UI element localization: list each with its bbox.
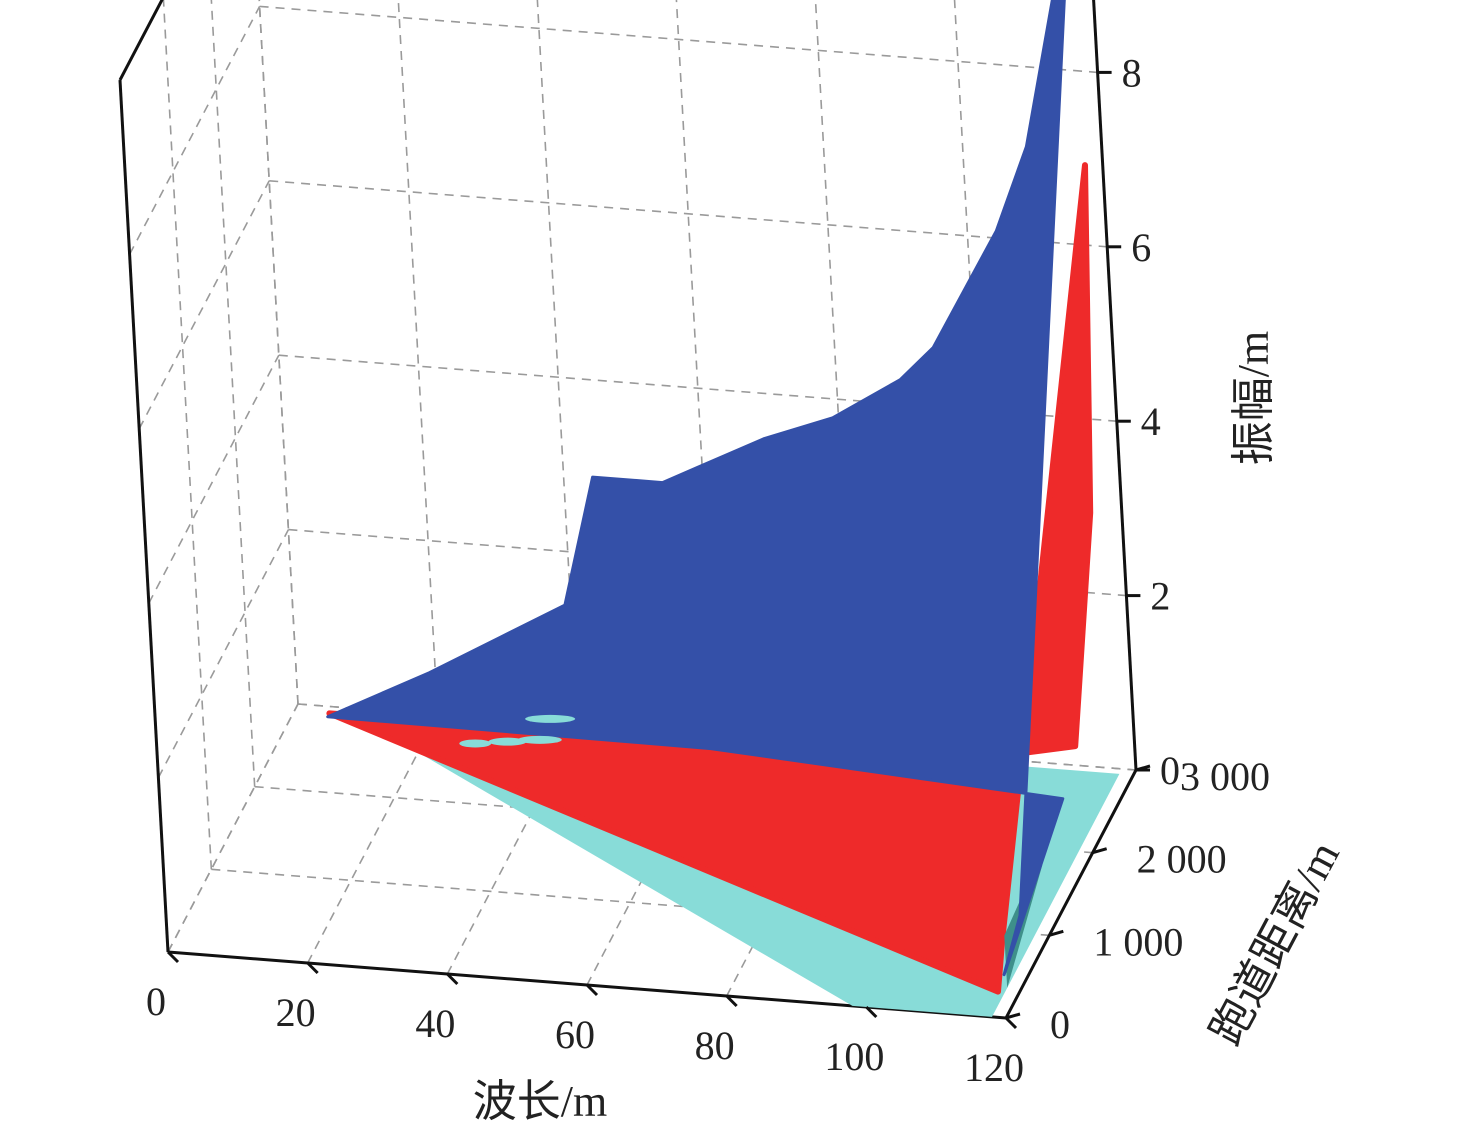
y-axis-line xyxy=(1004,769,1138,1019)
x-tick-label: 20 xyxy=(276,990,316,1035)
grid-line xyxy=(210,0,256,787)
x-tick-label: 120 xyxy=(964,1045,1024,1090)
grid-line xyxy=(157,529,290,778)
y-tick-label: 0 xyxy=(1050,1002,1070,1047)
surface-blue xyxy=(326,0,1066,977)
x-tick-label: 100 xyxy=(824,1034,884,1079)
surface-gap xyxy=(525,714,576,723)
grid-line xyxy=(162,0,213,870)
y-tick-label: 2 000 xyxy=(1137,837,1227,882)
x-tick-label: 60 xyxy=(555,1012,595,1057)
z-tick-label: 8 xyxy=(1122,50,1142,95)
x-tick xyxy=(585,983,599,997)
z-axis-line xyxy=(1092,0,1138,771)
grid-line xyxy=(167,703,299,953)
surface-gap xyxy=(488,737,527,746)
x-tick-label: 40 xyxy=(415,1001,455,1046)
x-tick xyxy=(306,961,319,975)
x-axis-title: 波长/m xyxy=(473,1077,607,1126)
x-tick xyxy=(166,950,180,964)
grid-line xyxy=(258,0,299,705)
surface-gap xyxy=(517,735,562,744)
z-tick-label: 4 xyxy=(1141,399,1161,444)
grid-line xyxy=(259,5,1098,74)
grid-line xyxy=(211,868,1050,937)
grid-line xyxy=(269,180,1108,248)
y-tick-label: 1 000 xyxy=(1093,919,1183,964)
surface-plot xyxy=(326,0,1120,1017)
grid-line xyxy=(278,354,1117,422)
grid-line xyxy=(148,354,280,604)
left-front-edge xyxy=(118,79,170,953)
z-tick-label: 2 xyxy=(1150,574,1170,619)
grid-line xyxy=(138,180,270,430)
z-tick-label: 6 xyxy=(1131,225,1151,270)
y-tick xyxy=(1092,847,1108,855)
y-tick xyxy=(1005,1012,1021,1020)
surface-gap xyxy=(459,739,492,748)
grid-line xyxy=(167,703,299,953)
x-tick xyxy=(446,972,459,986)
z-axis-title: 振幅/m xyxy=(1229,331,1278,465)
x-tick xyxy=(725,994,738,1008)
grid-line xyxy=(258,0,299,705)
x-tick xyxy=(1004,1016,1018,1030)
x-tick-label: 80 xyxy=(695,1023,735,1068)
top-left-edge xyxy=(118,0,164,81)
grid-line xyxy=(128,6,261,255)
y-tick-label: 3 000 xyxy=(1180,754,1270,799)
y-tick xyxy=(1048,929,1064,937)
x-tick xyxy=(865,1005,878,1019)
z-tick-label: 0 xyxy=(1160,748,1180,793)
grid-line xyxy=(397,0,439,716)
x-tick-label: 0 xyxy=(146,979,166,1024)
